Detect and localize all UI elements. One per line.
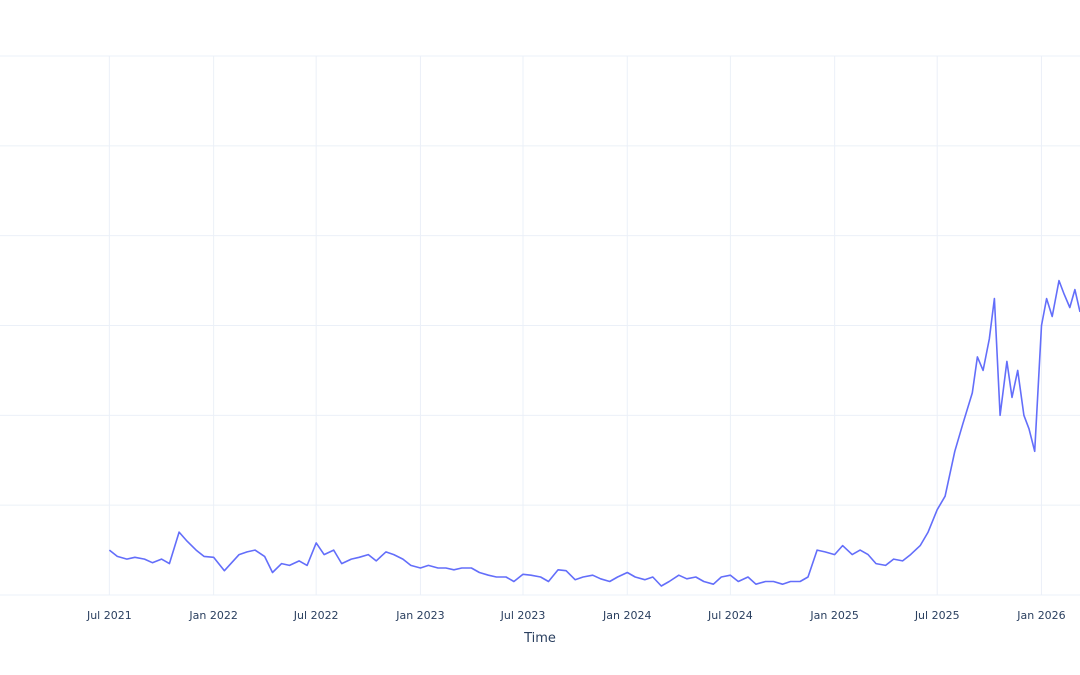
x-tick-label: Jul 2022 [293,609,339,622]
x-tick-label: Jan 2025 [809,609,858,622]
x-tick-label: Jul 2021 [86,609,132,622]
series-line [108,279,1080,587]
x-tick-label: Jul 2023 [500,609,546,622]
x-tick-label: Jul 2025 [914,609,960,622]
x-tick-labels: Jul 2021 Jan 2022 Jul 2022 Jan 2023 Jul 2023… [86,609,1066,622]
x-axis-title: Time [523,631,556,646]
y-gridlines [0,55,1080,596]
x-tick-label: Jul 2024 [707,609,753,622]
series-group [108,279,1080,587]
x-tick-label: Jan 2023 [395,609,444,622]
x-tick-label: Jan 2022 [188,609,237,622]
x-tick-label: Jan 2024 [602,609,651,622]
x-tick-label: Jan 2026 [1016,609,1065,622]
